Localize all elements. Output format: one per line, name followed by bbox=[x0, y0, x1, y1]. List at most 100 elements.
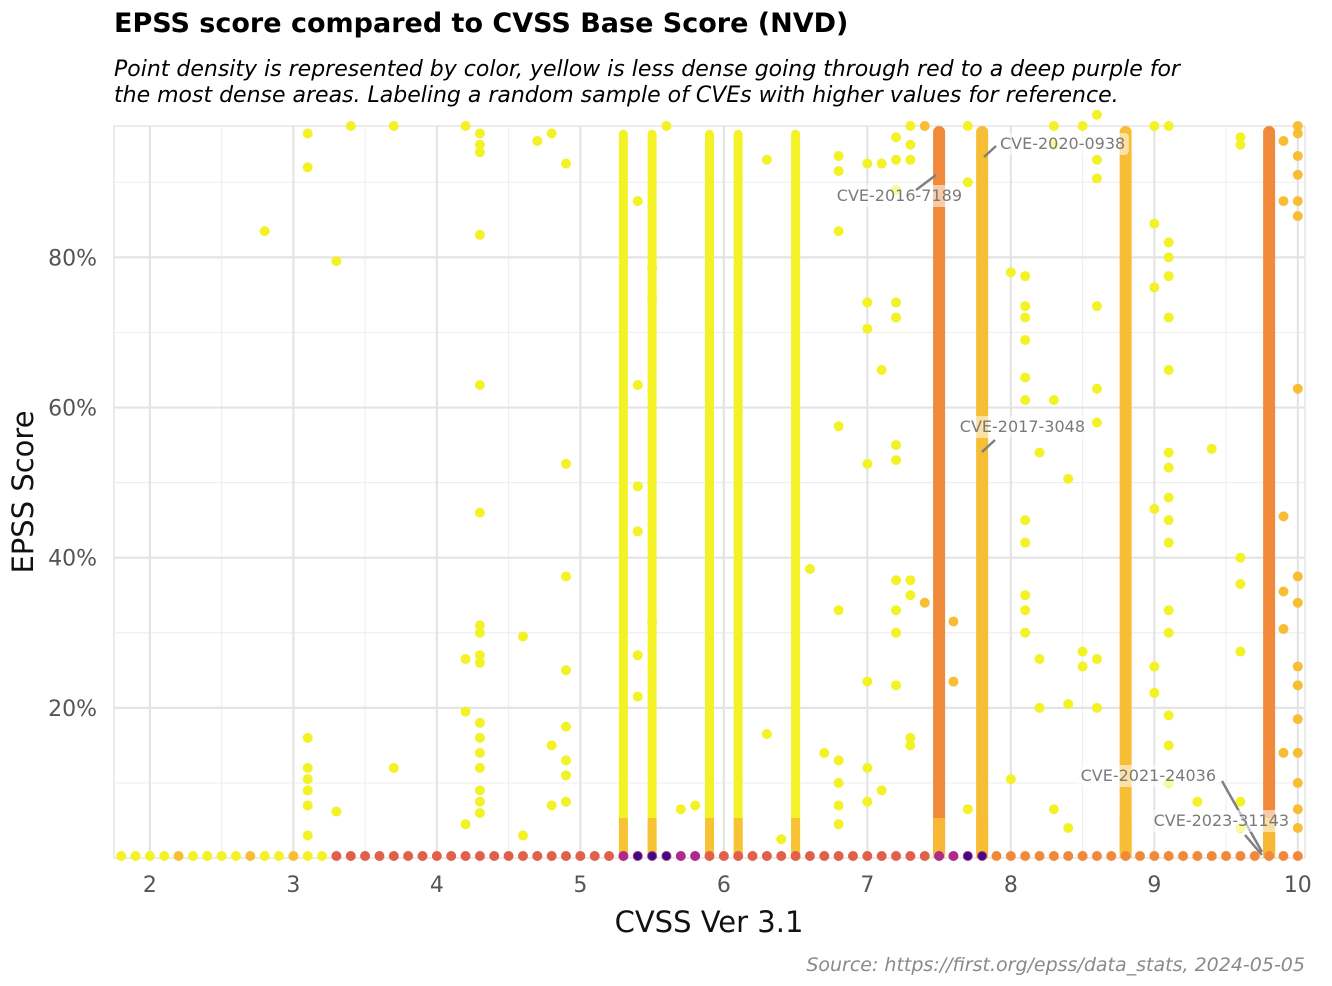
scatter-point bbox=[1163, 312, 1174, 323]
baseline-point bbox=[891, 851, 902, 861]
annotation-label: CVE-2021-24036 bbox=[1081, 766, 1216, 785]
scatter-point bbox=[302, 774, 313, 785]
baseline-point bbox=[862, 851, 873, 861]
scatter-point bbox=[948, 676, 959, 687]
scatter-point bbox=[632, 196, 643, 207]
scatter-point bbox=[1091, 383, 1102, 394]
annotation-leader-line bbox=[1244, 834, 1263, 856]
scatter-point bbox=[1020, 537, 1031, 548]
baseline-point bbox=[1221, 851, 1232, 861]
scatter-point bbox=[891, 297, 902, 308]
scatter-point bbox=[761, 154, 772, 165]
scatter-point bbox=[1278, 136, 1289, 147]
baseline-point bbox=[1063, 851, 1074, 861]
scatter-point bbox=[1292, 661, 1303, 672]
baseline-point bbox=[819, 851, 830, 861]
annotation-label-bg bbox=[956, 416, 1089, 438]
baseline-point-dense bbox=[963, 852, 972, 860]
scatter-point bbox=[1034, 702, 1045, 713]
baseline-points bbox=[116, 851, 1303, 861]
y-tick-label: 20% bbox=[48, 697, 97, 722]
scatter-point bbox=[905, 121, 916, 131]
annotation-label-bg bbox=[1077, 765, 1220, 787]
annotation-leader-line bbox=[981, 439, 996, 453]
scatter-point bbox=[1292, 121, 1303, 131]
scatter-point bbox=[474, 147, 485, 158]
baseline-point bbox=[1106, 851, 1117, 861]
scatter-point bbox=[833, 800, 844, 811]
baseline-point bbox=[618, 851, 629, 861]
dense-column bbox=[1263, 126, 1276, 858]
scatter-point bbox=[876, 365, 887, 375]
baseline-point bbox=[302, 851, 313, 861]
scatter-point bbox=[647, 293, 658, 304]
scatter-point bbox=[776, 834, 787, 845]
scatter-point bbox=[1292, 777, 1303, 788]
scatter-point bbox=[891, 440, 902, 451]
scatter-point bbox=[1163, 462, 1174, 473]
baseline-point bbox=[230, 851, 241, 861]
annotation-leader-line bbox=[915, 174, 937, 191]
baseline-point bbox=[790, 851, 801, 861]
scatter-point bbox=[833, 151, 844, 162]
baseline-point bbox=[1005, 851, 1016, 861]
baseline-point bbox=[546, 851, 557, 861]
scatter-point bbox=[1163, 492, 1174, 503]
baseline-point bbox=[1048, 851, 1059, 861]
scatter-point bbox=[833, 421, 844, 432]
scatter-point bbox=[862, 762, 873, 773]
scatter-point bbox=[331, 256, 342, 267]
scatter-point bbox=[833, 777, 844, 788]
scatter-point bbox=[1163, 605, 1174, 616]
baseline-point bbox=[431, 851, 442, 861]
baseline-point bbox=[604, 851, 615, 861]
scatter-point bbox=[962, 177, 973, 188]
scatter-point bbox=[1235, 139, 1246, 150]
scatter-point bbox=[1149, 121, 1160, 131]
annotation-label: CVE-2017-3048 bbox=[960, 417, 1085, 436]
x-tick-label: 9 bbox=[1147, 873, 1161, 898]
y-axis-title: EPSS Score bbox=[6, 410, 40, 573]
scatter-point bbox=[819, 747, 830, 758]
baseline-point bbox=[417, 851, 428, 861]
scatter-point bbox=[632, 691, 643, 702]
scatter-point bbox=[1163, 237, 1174, 248]
annotation-layer: CVE-2020-0938 CVE-2016-7189 CVE-2017-3048 C… bbox=[833, 133, 1293, 856]
scatter-point bbox=[1077, 661, 1088, 672]
scatter-point bbox=[388, 121, 399, 131]
x-tick-label: 7 bbox=[860, 873, 874, 898]
scatter-point bbox=[891, 680, 902, 691]
baseline-point bbox=[288, 851, 299, 861]
baseline-point bbox=[1278, 851, 1289, 861]
scatter-point bbox=[632, 380, 643, 391]
scatter-point bbox=[1020, 312, 1031, 323]
scatter-point bbox=[1077, 646, 1088, 657]
scatter-point bbox=[1163, 515, 1174, 526]
scatter-point bbox=[876, 158, 887, 169]
baseline-point bbox=[1077, 851, 1088, 861]
baseline-point bbox=[1249, 851, 1260, 861]
scatter-point bbox=[1020, 395, 1031, 406]
scatter-point bbox=[474, 732, 485, 743]
baseline-point bbox=[1235, 851, 1246, 861]
scatter-point bbox=[1149, 282, 1160, 293]
baseline-point bbox=[1192, 851, 1203, 861]
scatter-point bbox=[761, 729, 772, 740]
scatter-point bbox=[862, 796, 873, 807]
scatter-point bbox=[962, 804, 973, 815]
scatter-point bbox=[1163, 537, 1174, 548]
x-tick-label: 4 bbox=[430, 873, 444, 898]
scatter-point bbox=[862, 297, 873, 308]
scatter-point bbox=[1020, 590, 1031, 601]
annotation-label-bg bbox=[1150, 810, 1293, 832]
baseline-point bbox=[216, 851, 227, 861]
baseline-point bbox=[1120, 851, 1131, 861]
baseline-point bbox=[489, 851, 500, 861]
baseline-point bbox=[575, 851, 586, 861]
scatter-point bbox=[1235, 578, 1246, 589]
scatter-point bbox=[1091, 417, 1102, 428]
baseline-point bbox=[446, 851, 457, 861]
scatter-point bbox=[1149, 218, 1160, 229]
scatter-point bbox=[1292, 714, 1303, 725]
